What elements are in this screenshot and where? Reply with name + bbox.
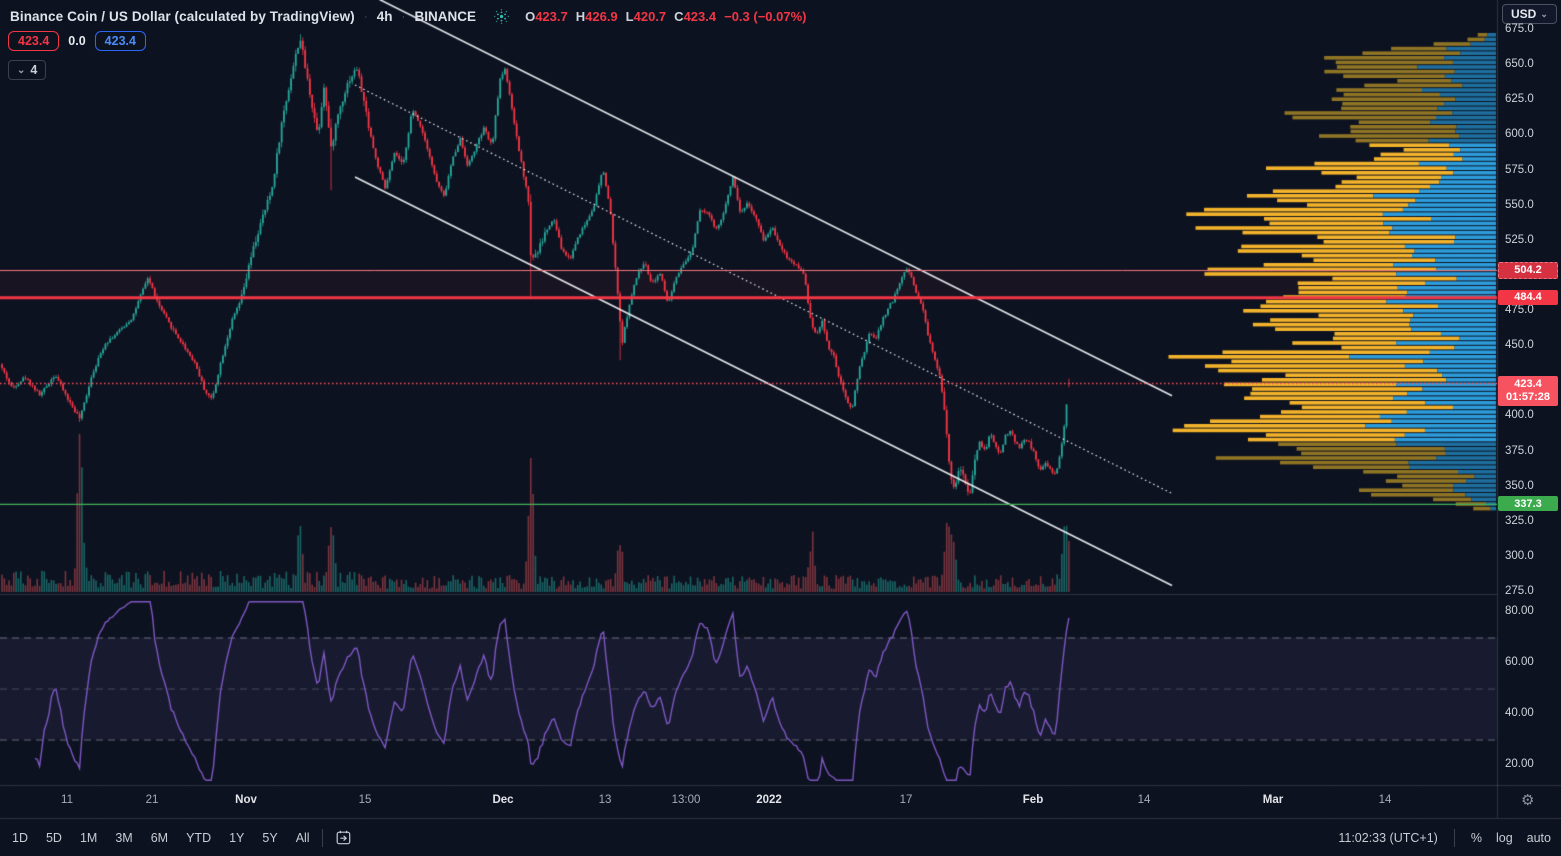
toolbar-divider	[321, 828, 323, 847]
rsi-tick-label: 40.00	[1505, 707, 1534, 719]
time-tick-label: 14	[1378, 794, 1392, 806]
open-value: 423.7	[535, 8, 568, 24]
price-tick-label: 450.0	[1505, 339, 1534, 352]
time-tick-label: Nov	[235, 794, 257, 806]
rsi-tick-label: 20.00	[1505, 758, 1534, 770]
time-tick-label: 13	[598, 794, 612, 806]
ask-price-badge[interactable]: 423.4	[94, 31, 146, 51]
scale-buttons: % log auto	[1471, 831, 1551, 845]
currency-dropdown[interactable]: USD ⌄	[1502, 4, 1557, 24]
toolbar-divider	[1453, 828, 1455, 847]
current-price-badge[interactable]: 423.4 01:57:28	[1498, 376, 1558, 407]
close-value: 423.4	[683, 8, 717, 24]
price-tick-label: 525.0	[1505, 233, 1534, 246]
price-tick-label: 325.0	[1505, 514, 1534, 527]
price-tick-label: 550.0	[1505, 198, 1534, 211]
range-button-1y[interactable]: 1Y	[229, 830, 245, 845]
chevron-down-icon: ⌄	[17, 64, 26, 76]
time-tick-label: 13:00	[671, 794, 701, 806]
price-tick-label: 275.0	[1505, 585, 1534, 597]
price-tick-label: 600.0	[1505, 128, 1534, 141]
time-tick-label: 21	[145, 794, 159, 806]
time-tick-label: 14	[1137, 794, 1151, 806]
symbol-logo-icon	[494, 8, 510, 24]
price-tick-label: 675.0	[1505, 23, 1534, 35]
price-tick-label: 350.0	[1505, 479, 1534, 492]
price-tick-label: 375.0	[1505, 444, 1534, 457]
resistance-level-badge-484[interactable]: 484.4	[1498, 289, 1558, 305]
price-tick-label: 575.0	[1505, 163, 1534, 176]
scale-button-percent[interactable]: %	[1470, 830, 1482, 845]
indicator-count: 4	[30, 63, 38, 77]
range-button-all[interactable]: All	[295, 830, 310, 845]
time-tick-label: Dec	[492, 794, 514, 806]
high-value: 426.9	[585, 8, 618, 24]
range-button-ytd[interactable]: YTD	[186, 830, 212, 845]
time-tick-label: 17	[899, 794, 913, 806]
resistance-level-badge-504[interactable]: 504.2	[1498, 261, 1558, 279]
date-range-buttons: 1D 5D 1M 3M 6M YTD 1Y 5Y All	[12, 831, 310, 845]
symbol-title[interactable]: Binance Coin / US Dollar (calculated by …	[10, 8, 355, 24]
bar-countdown: 01:57:28	[1505, 391, 1551, 404]
currency-label: USD	[1511, 7, 1537, 21]
price-tick-label: 650.0	[1505, 58, 1534, 71]
exchange-label[interactable]: BINANCE	[414, 8, 477, 24]
toolbar-right-group: 11:02:33 (UTC+1) % log auto	[1338, 819, 1551, 856]
range-button-5d[interactable]: 5D	[45, 830, 62, 845]
rsi-tick-label: 80.00	[1505, 605, 1534, 617]
support-level-badge-337[interactable]: 337.3	[1498, 496, 1558, 512]
range-button-1d[interactable]: 1D	[12, 830, 28, 845]
change-value: −0.3 (−0.07%)	[724, 8, 807, 24]
range-button-6m[interactable]: 6M	[150, 830, 169, 845]
session-clock[interactable]: 11:02:33 (UTC+1)	[1338, 830, 1438, 845]
chart-header: Binance Coin / US Dollar (calculated by …	[10, 5, 807, 27]
go-to-date-icon[interactable]	[335, 829, 352, 846]
chevron-down-icon: ⌄	[1540, 8, 1548, 19]
price-badge-row: 423.4 0.0 423.4	[8, 31, 146, 51]
price-tick-label: 300.0	[1505, 549, 1534, 562]
range-button-1m[interactable]: 1M	[79, 830, 98, 845]
rsi-tick-label: 60.00	[1505, 656, 1534, 668]
separator-dot: ·	[363, 9, 368, 23]
time-tick-label: 11	[61, 794, 73, 806]
time-tick-label: Feb	[1022, 794, 1044, 806]
scale-button-log[interactable]: log	[1495, 830, 1513, 845]
range-button-5y[interactable]: 5Y	[262, 830, 278, 845]
scale-button-auto[interactable]: auto	[1526, 830, 1551, 845]
time-tick-label: Mar	[1262, 794, 1284, 806]
separator-dot: ·	[401, 9, 406, 23]
indicator-count-dropdown[interactable]: ⌄ 4	[8, 60, 47, 80]
time-tick-label: 15	[358, 794, 372, 806]
bottom-toolbar: 1D 5D 1M 3M 6M YTD 1Y 5Y All 11:02:33 (UTC+1) % l…	[0, 819, 1561, 856]
spread-value: 0.0	[68, 34, 86, 48]
ohlc-readout: O423.7 H426.9 L420.7 C423.4 −0.3 (−0.07%…	[525, 8, 807, 24]
price-tick-label: 625.0	[1505, 93, 1534, 106]
time-tick-label: 2022	[756, 794, 782, 806]
interval-label[interactable]: 4h	[376, 8, 393, 24]
price-tick-label: 475.0	[1505, 304, 1534, 316]
price-tick-label: 400.0	[1505, 409, 1534, 422]
axis-settings-gear-icon[interactable]: ⚙	[1521, 792, 1535, 809]
low-value: 420.7	[633, 8, 667, 24]
bid-price-badge[interactable]: 423.4	[8, 31, 60, 51]
current-price-value: 423.4	[1514, 377, 1542, 390]
range-button-3m[interactable]: 3M	[115, 830, 133, 845]
